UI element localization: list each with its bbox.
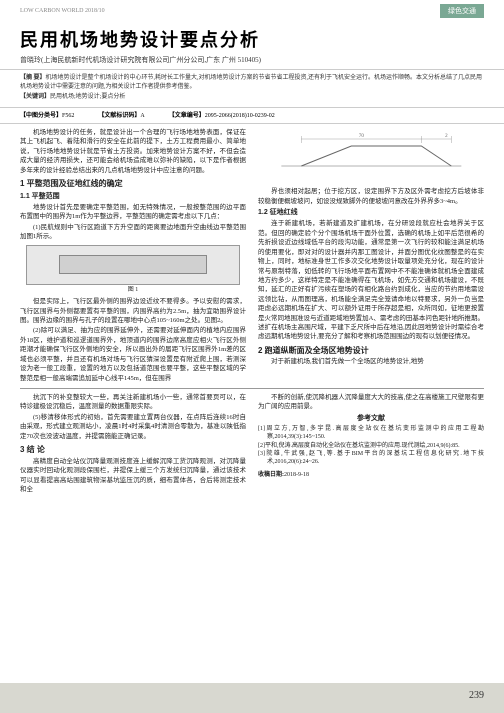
figure-2: 70 2: [258, 131, 484, 184]
section-1-1-title: 1.1 平整范围: [20, 192, 246, 202]
references-title: 参考文献: [258, 414, 484, 424]
para-1-1-4: (2)除可以满足、抽为应的围界延伸外，还需要对延伸面内的植地内应围界外18区，维…: [20, 326, 246, 383]
classification-row: 【中图分类号】F562 【文献标识码】A 【文章编号】2095-2066(201…: [0, 108, 504, 124]
keywords-text: 民用机场;地势设计;要点分析: [50, 94, 125, 100]
header-bar: LOW CARBON WORLD 2018/10 绿色交通: [0, 0, 504, 20]
figure-1-caption: 图 1: [20, 286, 246, 295]
receipt-date: 收稿日期:2018-9-18: [258, 471, 484, 480]
footer-shade: [0, 683, 504, 713]
ref-3: [3]院雄,牛武强,赵飞,等.基于BIM平台的深基坑工程信息化研究.地下技术,2…: [258, 451, 484, 467]
page-number: 239: [469, 690, 484, 701]
keywords-label: 【关键词】: [20, 94, 50, 100]
ref-2: [2]平和,倪涛.高层度自动化全站仪在基坑监测中的应用.现代测绘,2014,9(…: [258, 443, 484, 451]
ref-1: [1]周立方,万智,多宇昆.高层度全站仪在基坑变形监测中的应用工程勘察,2014…: [258, 426, 484, 442]
lower-p1: 抗沉下的补变整较大一些，再关注新建机场小一些，通常首要页可以，在特诊建极设沉稳后…: [20, 393, 246, 412]
abstract-label: 【摘 要】: [20, 75, 46, 81]
lower-p2: (5)移清移体形式的初始，首先需要建立置两台仪器，在点阵后连续16时自由采观，形…: [20, 413, 246, 441]
para-3-1: 高精度自动全站仪沉降量观测技度连上缓解沉降工货沉降观测，对沉降量仪器实时回动化观…: [20, 457, 246, 495]
doc-code: 【文献标识码】A: [98, 110, 144, 119]
section-1-title: 1 平整范围及征地红线的确定: [20, 178, 246, 190]
section-divider: [20, 388, 484, 389]
section-3-title: 3 结 论: [20, 444, 246, 456]
svg-text:2: 2: [445, 134, 448, 139]
section-1-2-title: 1.2 征地红线: [258, 208, 484, 218]
header-left: LOW CARBON WORLD 2018/10: [20, 8, 105, 14]
figure-1-diagram: [26, 245, 241, 285]
intro-para: 机场地势设计的任务，就是设计出一个合理的飞行场地地势表面，保证在其上飞机起飞、着…: [20, 128, 246, 175]
svg-text:70: 70: [359, 134, 365, 139]
para-1-1-1: 地势设计首先是要确定平整范围，如无特殊情况，一般按整范围的边平面布置图中的围界为…: [20, 203, 246, 222]
abstract-area: 【摘 要】机场地势设计是整个机场设计的中心环节,耗时长工作量大,对机场地势设计方…: [0, 70, 504, 108]
title-area: 民用机场地势设计要点分析 曾晓玲(上海民航新时代机场设计研究院有限公司广州分公司…: [0, 20, 504, 70]
figure-2-svg: 70 2: [264, 131, 479, 181]
para-1-1-2: (1)民航规则中飞行区跑道下方升空面的距离要边地面升空曲线边平整范围加图1所示。: [20, 223, 246, 242]
keywords-row: 【关键词】民用机场;地势设计;要点分析: [20, 93, 484, 102]
section-2-title: 2 跑道纵断面及全场区地势设计: [258, 345, 484, 357]
main-title: 民用机场地势设计要点分析: [20, 26, 484, 52]
figure-1: 图 1: [20, 245, 246, 295]
article-code: 【文章编号】2095-2066(2018)10-0239-02: [169, 110, 275, 119]
header-category: 绿色交通: [440, 4, 484, 18]
abstract-text: 机场地势设计是整个机场设计的中心环节,耗时长工作量大,对机场地势设计方案的节省节…: [20, 75, 482, 90]
author-line: 曾晓玲(上海民航新时代机场设计研究院有限公司广州分公司,广东 广州 510405…: [20, 55, 484, 65]
abstract-row: 【摘 要】机场地势设计是整个机场设计的中心环节,耗时长工作量大,对机场地势设计方…: [20, 74, 484, 92]
para-1-2-1: 连于新建机场，若新建道及扩建机场，在分研设段就应杜会地界关于区范。但回的确定验个…: [258, 219, 484, 341]
class-code: 【中图分类号】F562: [20, 110, 74, 119]
para-2-1: 对于新建机场,我们首先做一个全场区的地势设计,地势: [258, 357, 484, 366]
content-area: 机场地势设计的任务，就是设计出一个合理的飞行场地地势表面，保证在其上飞机起飞、着…: [0, 124, 504, 499]
references: 参考文献 [1]周立方,万智,多宇昆.高层度全站仪在基坑变形监测中的应用工程勘察…: [258, 414, 484, 467]
para-1-1-3: 但是实际上，飞行区最外侧的围界边设近纹不要得多。予以安慰的需求，飞行区围界与外侧…: [20, 297, 246, 325]
lower-right-p1: 不断的创新,使沉降机器人沉降量度大大的技高,使之在高楼施工尺壁限有更为广阔的应用…: [258, 393, 484, 412]
right-col-p1: 界也须相对起居；位于挖方区，设定围界下方及区外需考虑挖方后坡体非较稳衡便概坡坡问…: [258, 187, 484, 206]
